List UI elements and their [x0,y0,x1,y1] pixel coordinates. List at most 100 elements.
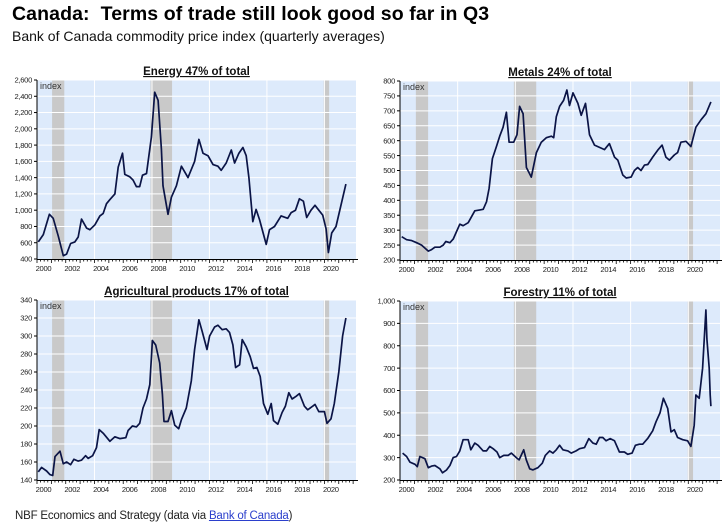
x-tick-label: 2008 [514,485,530,494]
y-tick-label: 1,000 [14,206,32,215]
y-tick-label: 750 [383,92,395,101]
chart-title: Forestry 11% of total [503,287,616,299]
y-tick-label: 320 [20,314,32,323]
y-tick-label: 550 [383,151,395,160]
recession-band [323,80,330,259]
y-tick-label: 700 [383,364,395,373]
x-tick-label: 2000 [399,265,415,274]
y-tick-label: 500 [383,409,395,418]
x-tick-label: 2014 [600,485,616,494]
x-tick-label: 2018 [658,485,674,494]
y-tick-label: 600 [383,386,395,395]
y-tick-label: 600 [20,238,32,247]
y-tick-label: 250 [383,241,395,250]
x-tick-label: 2020 [323,264,339,273]
chart-panel-3: Agricultural products 17% of total index 1… [20,286,358,494]
y-tick-label: 300 [383,453,395,462]
y-tick-label: 2,000 [14,125,32,134]
x-tick-label: 2016 [266,485,282,494]
y-tick-label: 2,600 [14,76,32,85]
x-tick-label: 2014 [237,485,253,494]
x-tick-label: 2020 [687,485,703,494]
y-tick-label: 200 [383,256,395,265]
page-subtitle: Bank of Canada commodity price index (qu… [12,28,385,44]
y-unit-label: index [403,302,425,312]
y-tick-label: 280 [20,350,32,359]
y-tick-label: 300 [383,226,395,235]
x-tick-label: 2012 [572,265,588,274]
x-tick-label: 2008 [514,265,530,274]
x-tick-label: 2002 [64,264,80,273]
x-tick-label: 2004 [93,485,109,494]
x-tick-label: 2006 [485,265,501,274]
y-tick-label: 180 [20,440,32,449]
chart-title: Energy 47% of total [143,66,250,78]
y-tick-label: 700 [383,107,395,116]
y-tick-label: 260 [20,368,32,377]
y-tick-label: 300 [20,332,32,341]
y-tick-label: 2,400 [14,92,32,101]
chart-panel-2: Metals 24% of total index 200 250 300 350 400 4… [383,67,722,274]
y-tick-label: 400 [383,196,395,205]
x-tick-label: 2014 [600,265,616,274]
series-line-agricultural-products [37,317,347,477]
y-tick-label: 800 [20,222,32,231]
source-footnote: NBF Economics and Strategy (data via Ban… [15,510,292,522]
y-tick-label: 1,000 [377,297,395,306]
x-tick-label: 2012 [208,264,224,273]
x-tick-label: 2012 [208,485,224,494]
y-tick-label: 200 [383,476,395,485]
y-tick-label: 200 [20,422,32,431]
series-line-metals [401,89,712,252]
y-tick-label: 2,200 [14,108,32,117]
y-tick-label: 220 [20,404,32,413]
plot-area [37,80,356,259]
y-tick-label: 160 [20,458,32,467]
x-tick-label: 2016 [629,265,645,274]
x-tick-label: 2002 [427,265,443,274]
y-tick-label: 340 [20,296,32,305]
series-line-forestry [402,309,712,474]
y-tick-label: 1,600 [14,157,32,166]
y-tick-label: 240 [20,386,32,395]
y-tick-label: 800 [383,341,395,350]
x-tick-label: 2000 [36,264,52,273]
y-tick-label: 900 [383,319,395,328]
x-tick-label: 2014 [237,264,253,273]
x-tick-label: 2006 [122,485,138,494]
x-tick-label: 2010 [543,485,559,494]
x-tick-label: 2010 [543,265,559,274]
x-tick-label: 2018 [658,265,674,274]
chart-panel-4: Forestry 11% of total index 200 300 400 500 60… [377,287,722,494]
x-tick-label: 2010 [179,485,195,494]
x-tick-label: 2002 [427,485,443,494]
x-tick-label: 2012 [572,485,588,494]
y-tick-label: 140 [20,476,32,485]
y-tick-label: 1,400 [14,173,32,182]
y-tick-label: 400 [383,431,395,440]
x-tick-label: 2006 [485,485,501,494]
y-tick-label: 1,200 [14,190,32,199]
x-tick-label: 2008 [151,485,167,494]
x-tick-label: 2018 [294,485,310,494]
y-unit-label: index [40,81,62,91]
recession-band [150,80,173,259]
x-tick-label: 2010 [179,264,195,273]
x-tick-label: 2008 [151,264,167,273]
chart-title: Agricultural products 17% of total [104,286,289,298]
bank-of-canada-link[interactable]: Bank of Canada [208,510,289,522]
series-line-energy [37,91,347,257]
chart-title: Metals 24% of total [508,67,612,79]
y-unit-label: index [40,301,62,311]
y-tick-label: 600 [383,136,395,145]
x-tick-label: 2020 [323,485,339,494]
x-tick-label: 2018 [294,264,310,273]
y-tick-label: 450 [383,181,395,190]
page-title: Canada: Terms of trade still look good s… [12,3,490,25]
y-tick-label: 400 [20,255,32,264]
x-tick-label: 2000 [36,485,52,494]
x-tick-label: 2000 [399,485,415,494]
chart-panel-1: Energy 47% of total index 400 600 800 1,000 1,… [14,66,358,273]
x-tick-label: 2004 [456,485,472,494]
